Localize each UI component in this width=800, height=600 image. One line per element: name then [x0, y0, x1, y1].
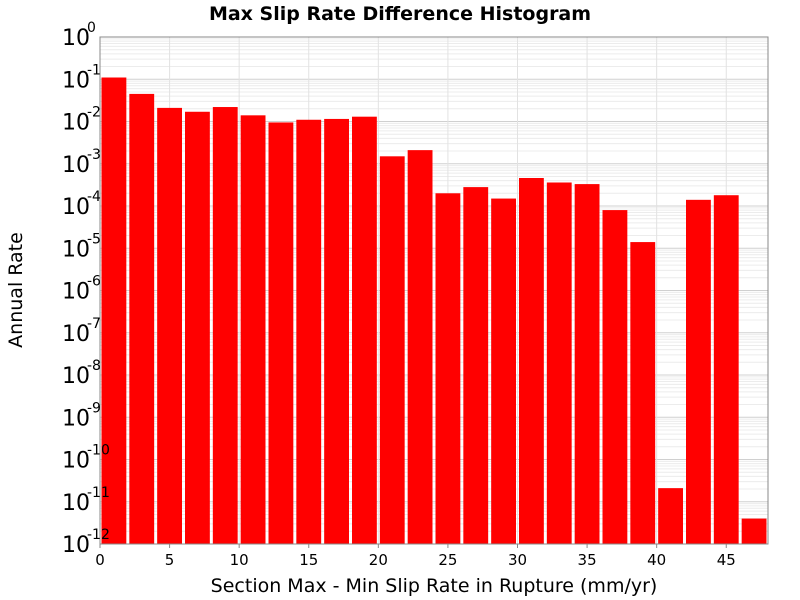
x-axis-label: Section Max - Min Slip Rate in Rupture (…: [211, 575, 658, 597]
histogram-bar: [686, 199, 711, 544]
y-tick-exponent: -3: [87, 147, 101, 163]
y-tick-label: 10: [62, 237, 90, 262]
histogram-bar: [240, 115, 266, 545]
plot-frame: [99, 36, 769, 545]
histogram-bar: [602, 210, 628, 544]
histogram-bar: [268, 122, 294, 545]
y-tick-label: 10: [62, 26, 90, 51]
histogram-bar: [713, 195, 739, 545]
y-tick-exponent: 0: [87, 20, 96, 36]
y-tick-exponent: -7: [87, 316, 101, 332]
histogram-bar: [101, 77, 127, 544]
histogram-bar: [407, 150, 433, 544]
y-tick-exponent: -4: [87, 189, 101, 205]
y-tick-exponent: -8: [87, 358, 101, 374]
y-tick-label: 10: [62, 322, 90, 347]
y-axis-ticks: 10010-110-210-310-410-510-610-710-810-91…: [62, 20, 110, 558]
histogram-bar: [658, 488, 683, 544]
bars-group: [101, 77, 767, 545]
histogram-bar: [491, 198, 516, 544]
histogram-bar: [630, 242, 656, 544]
x-tick-label: 10: [230, 551, 249, 569]
histogram-bar: [435, 193, 461, 544]
x-axis-ticks: 0 5 10 15 20 25 30 35 40 45: [95, 544, 736, 569]
histogram-bar: [352, 116, 377, 545]
y-tick-exponent: -11: [87, 485, 110, 501]
histogram-bar: [212, 107, 238, 544]
y-tick-label: 10: [62, 153, 90, 178]
histogram-bar: [741, 518, 767, 544]
y-tick-label: 10: [62, 533, 90, 558]
y-axis-label: Annual Rate: [5, 232, 27, 348]
y-tick-label: 10: [62, 364, 90, 389]
chart-title: Max Slip Rate Difference Histogram: [209, 3, 591, 25]
y-tick-exponent: -2: [87, 105, 101, 121]
y-tick-label: 10: [62, 449, 90, 474]
x-tick-label: 40: [647, 551, 666, 569]
y-tick-label: 10: [62, 111, 90, 136]
y-tick-label: 10: [62, 491, 90, 516]
x-tick-label: 45: [717, 551, 736, 569]
y-tick-exponent: -1: [87, 62, 101, 78]
histogram-bar: [324, 118, 349, 544]
histogram-bar: [463, 187, 489, 544]
x-tick-label: 5: [165, 551, 175, 569]
histogram-bar: [379, 156, 405, 544]
y-tick-exponent: -9: [87, 400, 101, 416]
x-tick-label: 30: [508, 551, 527, 569]
histogram-bar: [157, 107, 182, 545]
histogram-bar: [129, 93, 155, 545]
y-tick-exponent: -5: [87, 231, 101, 247]
histogram-bar: [185, 111, 210, 544]
histogram-bar: [574, 184, 600, 545]
histogram-bar: [296, 119, 322, 544]
y-tick-label: 10: [62, 68, 90, 93]
x-tick-label: 15: [299, 551, 318, 569]
x-tick-label: 25: [438, 551, 457, 569]
y-tick-label: 10: [62, 280, 90, 305]
histogram-bar: [519, 177, 544, 544]
x-tick-label: 20: [369, 551, 388, 569]
x-tick-label: 35: [578, 551, 597, 569]
y-tick-label: 10: [62, 406, 90, 431]
y-tick-exponent: -12: [87, 527, 110, 543]
y-tick-exponent: -10: [87, 443, 110, 459]
x-tick-label: 0: [95, 551, 105, 569]
y-tick-label: 10: [62, 195, 90, 220]
y-tick-exponent: -6: [87, 274, 101, 290]
histogram-bar: [546, 182, 572, 544]
